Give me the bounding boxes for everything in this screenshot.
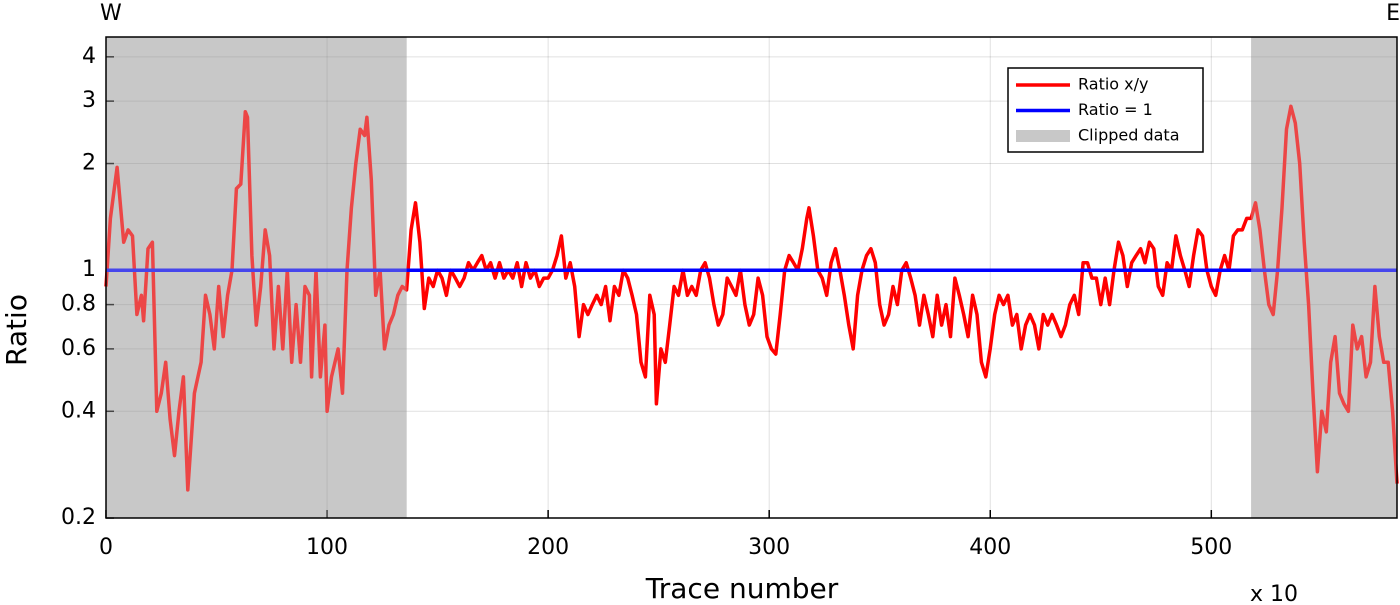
- legend-label: Clipped data: [1078, 126, 1180, 145]
- y-tick-label: 4: [82, 44, 96, 69]
- shaded-overlay: [106, 37, 407, 518]
- x-multiplier: x 10: [1250, 582, 1298, 605]
- shaded-region: [106, 37, 407, 518]
- annotation-e: E: [1386, 1, 1400, 26]
- legend-label: Ratio = 1: [1078, 100, 1153, 119]
- y-tick-label: 1: [82, 257, 96, 282]
- x-tick-label: 500: [1190, 535, 1232, 560]
- x-tick-label: 100: [306, 535, 348, 560]
- y-tick-label: 0.6: [61, 336, 96, 361]
- x-tick-label: 300: [748, 535, 790, 560]
- y-tick-label: 0.2: [61, 505, 96, 530]
- y-axis-label: Ratio: [0, 294, 33, 366]
- x-tick-label: 200: [527, 535, 569, 560]
- y-tick-label: 3: [82, 88, 96, 113]
- x-tick-label: 0: [99, 535, 113, 560]
- y-tick-label: 2: [82, 151, 96, 176]
- legend-swatch: [1016, 130, 1070, 142]
- y-tick-label: 0.8: [61, 292, 96, 317]
- shaded-overlay: [1251, 37, 1397, 518]
- data-line: [104, 104, 1399, 492]
- annotation-w: W: [100, 1, 122, 26]
- plot-frame: [105, 36, 1398, 519]
- x-axis-label: Trace number: [645, 572, 839, 605]
- x-tick-label: 400: [969, 535, 1011, 560]
- legend-label: Ratio x/y: [1078, 75, 1149, 94]
- y-tick-label: 0.4: [61, 398, 96, 423]
